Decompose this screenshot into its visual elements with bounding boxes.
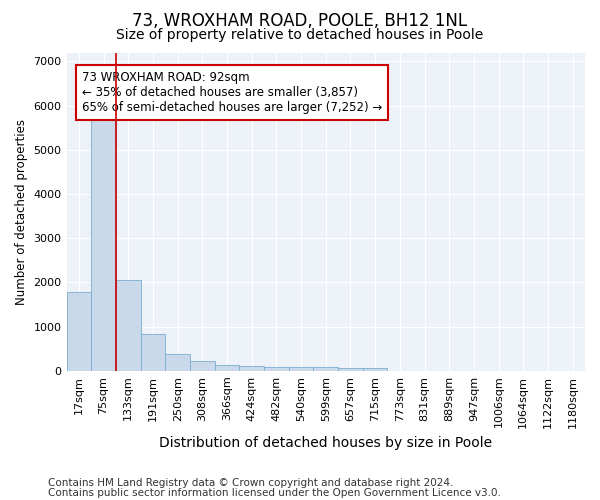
Bar xyxy=(215,365,239,371)
Bar xyxy=(140,334,165,371)
Text: 73, WROXHAM ROAD, POOLE, BH12 1NL: 73, WROXHAM ROAD, POOLE, BH12 1NL xyxy=(133,12,467,30)
Bar xyxy=(264,367,289,371)
X-axis label: Distribution of detached houses by size in Poole: Distribution of detached houses by size … xyxy=(159,436,493,450)
Bar xyxy=(313,368,338,371)
Bar xyxy=(67,292,91,371)
Bar xyxy=(239,366,264,371)
Bar xyxy=(91,116,116,371)
Text: Size of property relative to detached houses in Poole: Size of property relative to detached ho… xyxy=(116,28,484,42)
Bar xyxy=(363,368,388,371)
Y-axis label: Number of detached properties: Number of detached properties xyxy=(15,118,28,304)
Bar xyxy=(289,368,313,371)
Bar xyxy=(116,280,140,371)
Text: Contains HM Land Registry data © Crown copyright and database right 2024.: Contains HM Land Registry data © Crown c… xyxy=(48,478,454,488)
Text: Contains public sector information licensed under the Open Government Licence v3: Contains public sector information licen… xyxy=(48,488,501,498)
Bar xyxy=(165,354,190,371)
Text: 73 WROXHAM ROAD: 92sqm
← 35% of detached houses are smaller (3,857)
65% of semi-: 73 WROXHAM ROAD: 92sqm ← 35% of detached… xyxy=(82,71,382,114)
Bar xyxy=(190,360,215,371)
Bar xyxy=(338,368,363,371)
